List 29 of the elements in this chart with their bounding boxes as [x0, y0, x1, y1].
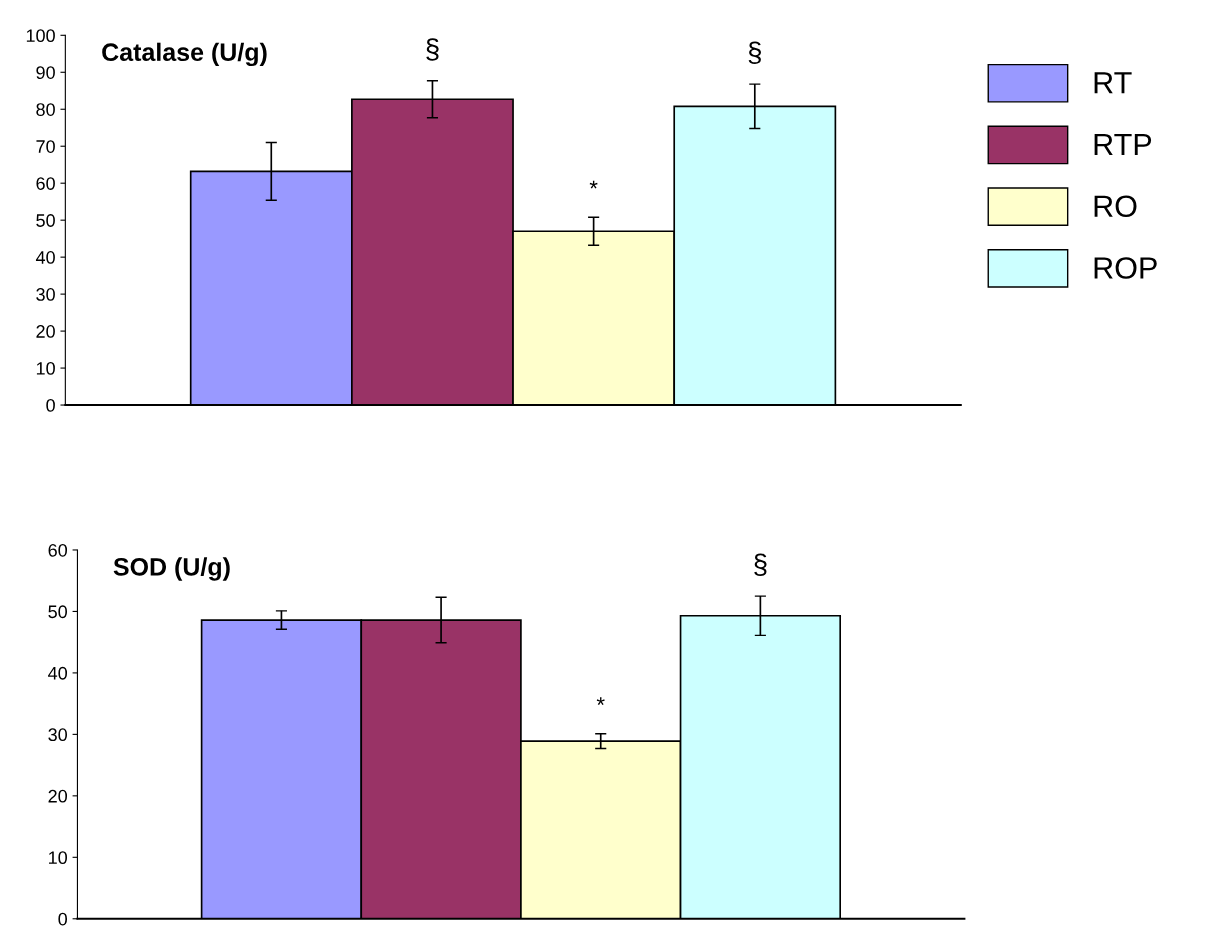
y-tick-label: 40 — [48, 666, 68, 680]
legend-label: ROP — [1094, 257, 1157, 279]
y-tick-label: 10 — [36, 362, 55, 375]
y-tick-label: 70 — [36, 140, 55, 153]
y-tick-label: 10 — [49, 851, 68, 865]
data-label: * — [596, 697, 605, 705]
data-label: * — [589, 180, 598, 189]
y-tick-label: 20 — [48, 789, 68, 803]
y-tick-label: 0 — [58, 912, 68, 926]
y-tick-label: 60 — [48, 543, 68, 557]
y-tick-label: 20 — [36, 325, 55, 338]
y-tick-label: 30 — [48, 728, 68, 742]
chart-title: SOD (U/g) — [113, 557, 230, 581]
y-tick-label: 30 — [36, 288, 55, 301]
y-tick-label: 100 — [26, 29, 55, 43]
y-tick-label: 50 — [36, 214, 55, 227]
legend-label: RTP — [1094, 134, 1152, 156]
chart-title: Catalase (U/g) — [102, 42, 267, 67]
y-tick-label: 0 — [46, 398, 55, 412]
data-label: § — [426, 38, 439, 61]
y-tick-label: 60 — [36, 177, 55, 190]
legend-label: RO — [1094, 195, 1137, 218]
legend-label: RT — [1094, 72, 1132, 94]
data-label: § — [754, 553, 767, 576]
data-label: § — [748, 41, 761, 65]
y-tick-label: 50 — [48, 605, 68, 619]
y-tick-label: 80 — [36, 103, 55, 116]
y-tick-label: 90 — [36, 66, 55, 79]
y-tick-label: 40 — [35, 251, 55, 264]
